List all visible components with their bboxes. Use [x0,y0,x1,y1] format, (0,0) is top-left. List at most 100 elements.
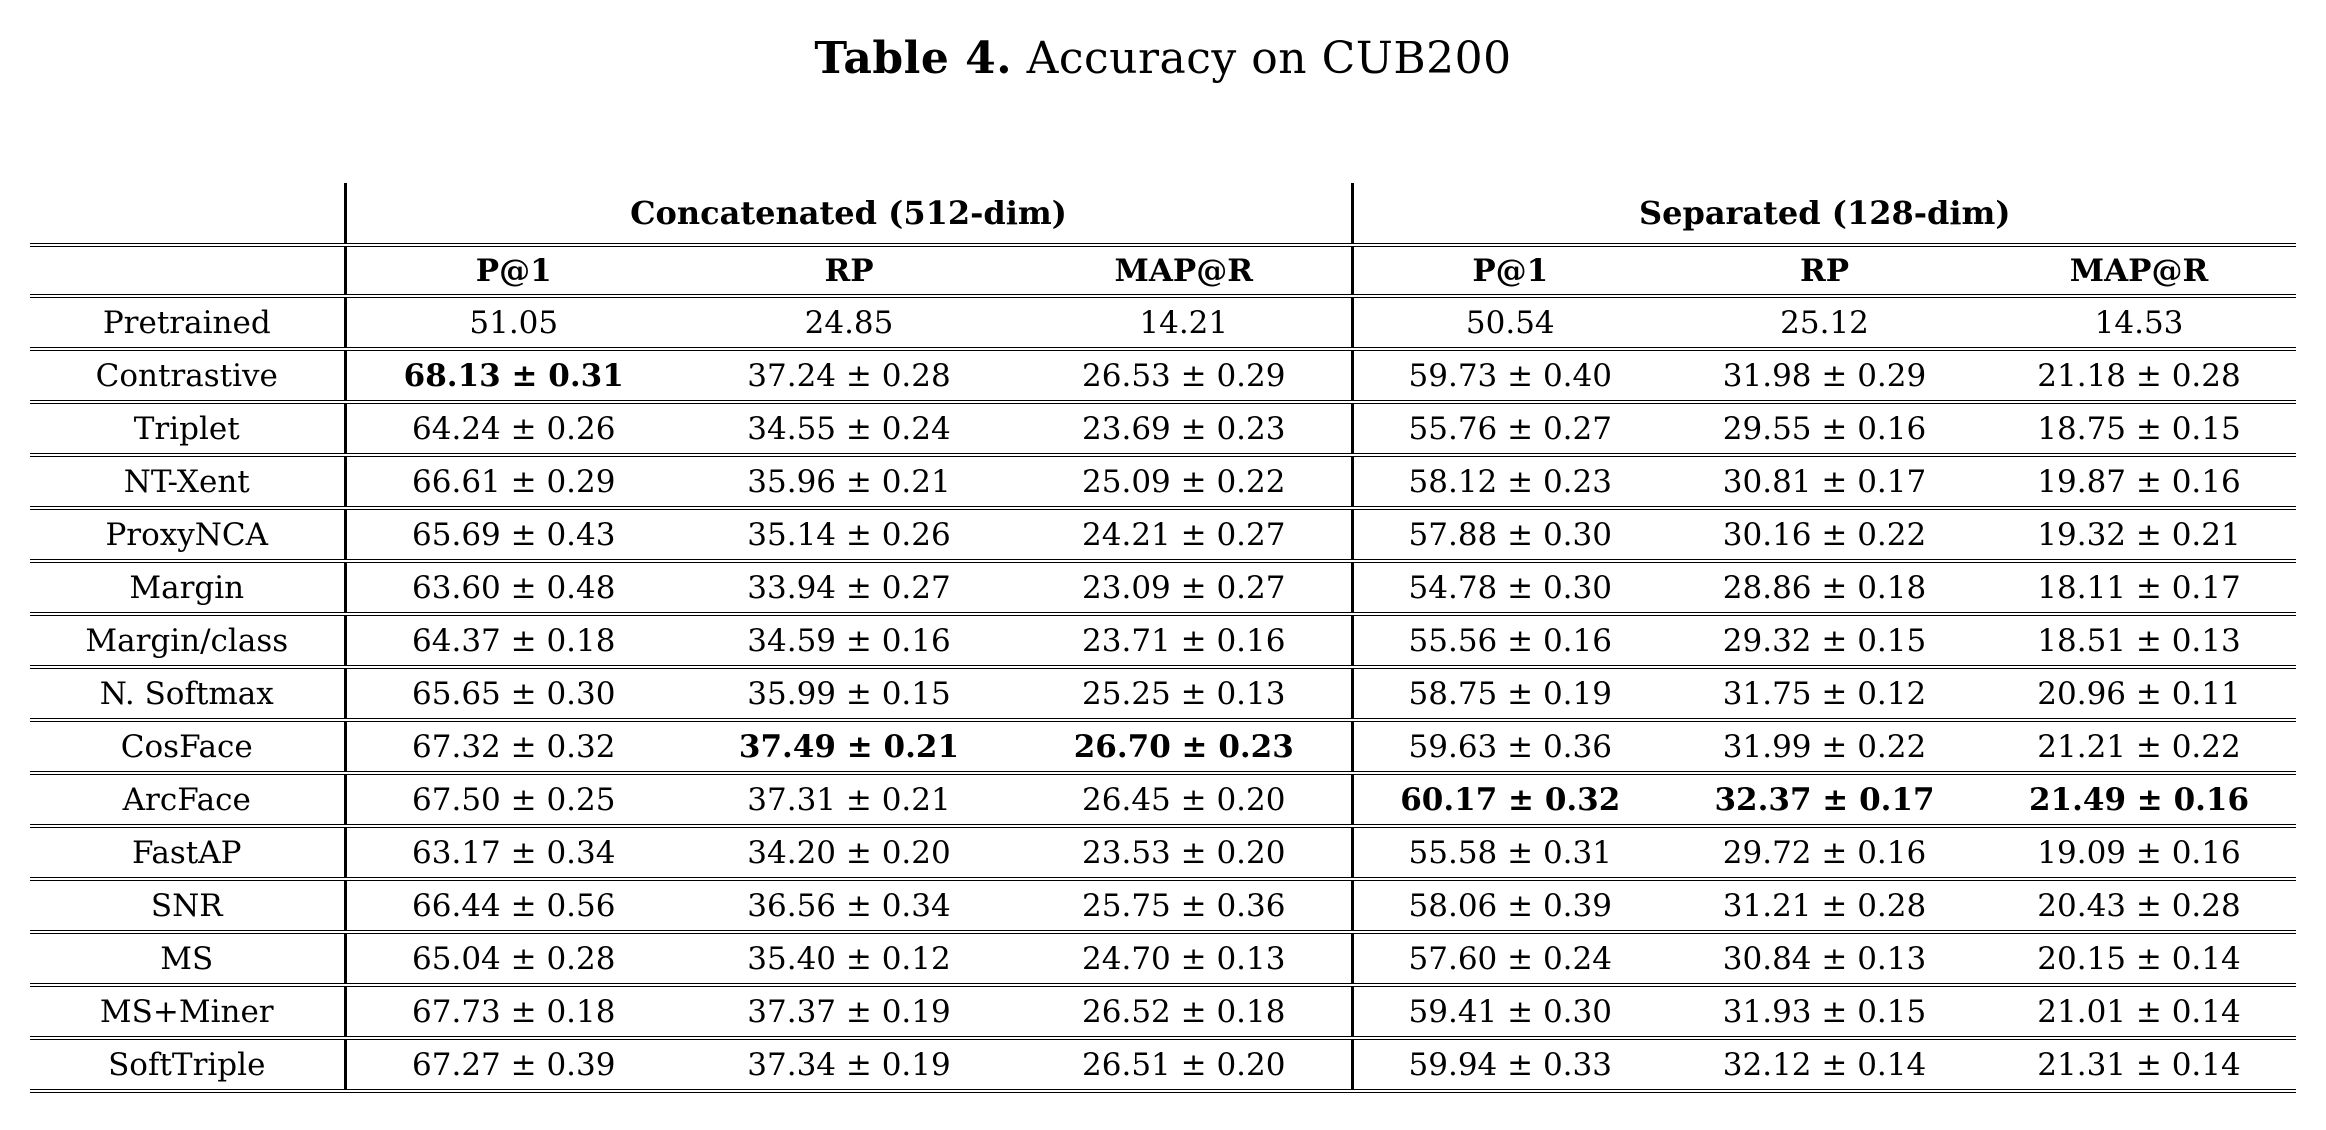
value-cell: 21.18 ± 0.28 [1982,349,2297,404]
value-cell: 26.45 ± 0.20 [1017,773,1354,828]
value-cell: 55.76 ± 0.27 [1352,402,1668,457]
value-cell: 24.70 ± 0.13 [1017,932,1354,987]
table-caption: Table 4. Accuracy on CUB200 [0,28,2326,90]
method-cell: ArcFace [30,773,347,828]
value-cell: 14.53 [1982,296,2297,351]
value-cell: 37.31 ± 0.21 [681,773,1017,828]
method-cell: ProxyNCA [30,508,347,563]
value-cell: 25.09 ± 0.22 [1017,455,1354,510]
value-cell: 23.71 ± 0.16 [1017,614,1354,669]
metric-header-p1-separated: P@1 [1352,245,1668,298]
table-row: MS+Miner 67.73 ± 0.18 37.37 ± 0.19 26.52 ± … [30,985,2297,1040]
value-cell: 35.40 ± 0.12 [681,932,1017,987]
corner-cell [30,245,347,298]
value-cell: 21.31 ± 0.14 [1982,1038,2297,1093]
method-cell: N. Softmax [30,667,347,722]
value-cell: 67.27 ± 0.39 [345,1038,681,1093]
metric-header-p1-concat: P@1 [345,245,681,298]
value-cell: 21.21 ± 0.22 [1982,720,2297,775]
method-cell: Margin [30,561,347,616]
value-cell: 64.24 ± 0.26 [345,402,681,457]
table-row: NT-Xent 66.61 ± 0.29 35.96 ± 0.21 25.09 ± 0… [30,455,2297,510]
metric-header-mapr-separated: MAP@R [1982,245,2297,298]
value-cell: 37.24 ± 0.28 [681,349,1017,404]
value-cell: 65.65 ± 0.30 [345,667,681,722]
value-cell: 59.41 ± 0.30 [1352,985,1668,1040]
value-cell: 66.61 ± 0.29 [345,455,681,510]
value-cell: 67.73 ± 0.18 [345,985,681,1040]
value-cell: 59.63 ± 0.36 [1352,720,1668,775]
value-cell: 19.32 ± 0.21 [1982,508,2297,563]
value-cell: 67.50 ± 0.25 [345,773,681,828]
method-cell: Pretrained [30,296,347,351]
value-cell: 66.44 ± 0.56 [345,879,681,934]
value-cell: 58.75 ± 0.19 [1352,667,1668,722]
table-caption-title: Accuracy on CUB200 [1012,33,1512,84]
table-row: Contrastive 68.13 ± 0.31 37.24 ± 0.28 26.53… [30,349,2297,404]
table-row: N. Softmax 65.65 ± 0.30 35.99 ± 0.15 25.25 … [30,667,2297,722]
value-cell: 25.12 [1667,296,1983,351]
value-cell: 23.69 ± 0.23 [1017,402,1354,457]
value-cell: 26.52 ± 0.18 [1017,985,1354,1040]
method-cell: SNR [30,879,347,934]
metric-header-row: P@1 RP MAP@R P@1 RP MAP@R [30,245,2297,298]
metric-header-mapr-concat: MAP@R [1017,245,1354,298]
table-row: SoftTriple 67.27 ± 0.39 37.34 ± 0.19 26.51 … [30,1038,2297,1093]
table-row: ArcFace 67.50 ± 0.25 37.31 ± 0.21 26.45 ± 0… [30,773,2297,828]
value-cell: 30.84 ± 0.13 [1667,932,1983,987]
value-cell: 60.17 ± 0.32 [1352,773,1668,828]
value-cell: 68.13 ± 0.31 [345,349,681,404]
results-table: Concatenated (512-dim) Separated (128-di… [30,183,2297,1093]
value-cell: 54.78 ± 0.30 [1352,561,1668,616]
value-cell: 24.85 [681,296,1017,351]
value-cell: 21.01 ± 0.14 [1982,985,2297,1040]
value-cell: 20.15 ± 0.14 [1982,932,2297,987]
value-cell: 18.11 ± 0.17 [1982,561,2297,616]
value-cell: 37.37 ± 0.19 [681,985,1017,1040]
group-header-separated: Separated (128-dim) [1352,183,2297,247]
corner-cell [30,183,347,247]
value-cell: 63.17 ± 0.34 [345,826,681,881]
value-cell: 67.32 ± 0.32 [345,720,681,775]
value-cell: 34.20 ± 0.20 [681,826,1017,881]
value-cell: 58.06 ± 0.39 [1352,879,1668,934]
group-header-row: Concatenated (512-dim) Separated (128-di… [30,183,2297,247]
value-cell: 19.09 ± 0.16 [1982,826,2297,881]
value-cell: 35.14 ± 0.26 [681,508,1017,563]
metric-header-rp-separated: RP [1667,245,1983,298]
value-cell: 31.99 ± 0.22 [1667,720,1983,775]
table-caption-number: Table 4. [814,33,1013,84]
value-cell: 32.37 ± 0.17 [1667,773,1983,828]
value-cell: 34.59 ± 0.16 [681,614,1017,669]
method-cell: Margin/class [30,614,347,669]
value-cell: 63.60 ± 0.48 [345,561,681,616]
value-cell: 65.04 ± 0.28 [345,932,681,987]
value-cell: 57.88 ± 0.30 [1352,508,1668,563]
value-cell: 25.25 ± 0.13 [1017,667,1354,722]
value-cell: 31.21 ± 0.28 [1667,879,1983,934]
value-cell: 19.87 ± 0.16 [1982,455,2297,510]
value-cell: 55.58 ± 0.31 [1352,826,1668,881]
value-cell: 34.55 ± 0.24 [681,402,1017,457]
value-cell: 30.81 ± 0.17 [1667,455,1983,510]
value-cell: 23.09 ± 0.27 [1017,561,1354,616]
method-cell: MS [30,932,347,987]
value-cell: 18.75 ± 0.15 [1982,402,2297,457]
table-row: Margin/class 64.37 ± 0.18 34.59 ± 0.16 23.7… [30,614,2297,669]
value-cell: 24.21 ± 0.27 [1017,508,1354,563]
value-cell: 57.60 ± 0.24 [1352,932,1668,987]
value-cell: 59.94 ± 0.33 [1352,1038,1668,1093]
table-row: SNR 66.44 ± 0.56 36.56 ± 0.34 25.75 ± 0.36 5… [30,879,2297,934]
value-cell: 37.34 ± 0.19 [681,1038,1017,1093]
method-cell: FastAP [30,826,347,881]
value-cell: 28.86 ± 0.18 [1667,561,1983,616]
value-cell: 31.93 ± 0.15 [1667,985,1983,1040]
value-cell: 26.51 ± 0.20 [1017,1038,1354,1093]
value-cell: 51.05 [345,296,681,351]
value-cell: 14.21 [1017,296,1354,351]
value-cell: 29.32 ± 0.15 [1667,614,1983,669]
value-cell: 31.98 ± 0.29 [1667,349,1983,404]
metric-header-rp-concat: RP [681,245,1017,298]
group-header-concatenated: Concatenated (512-dim) [345,183,1354,247]
method-cell: Contrastive [30,349,347,404]
